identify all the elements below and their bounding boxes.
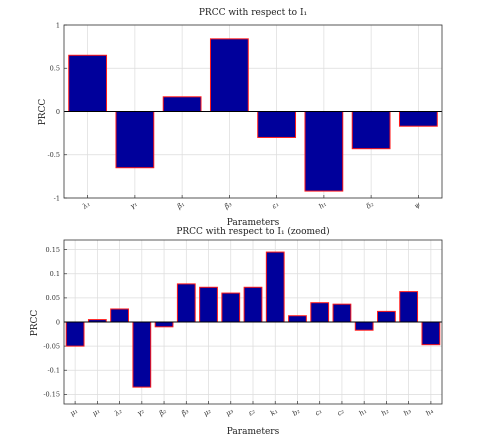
bar <box>310 302 330 323</box>
bar <box>221 292 241 323</box>
bar <box>351 111 391 150</box>
bar <box>68 54 108 112</box>
chart-title: PRCC with respect to I₁ (zoomed) <box>176 226 329 237</box>
y-tick-label: -1 <box>54 194 60 202</box>
x-tick-label: h₁ <box>317 200 328 211</box>
y-tick-label: 0.5 <box>50 65 60 73</box>
bar <box>257 111 297 138</box>
bar <box>199 286 218 323</box>
y-tick-label: 0 <box>56 318 60 326</box>
x-tick-label: μ₃ <box>224 407 235 418</box>
x-tick-label: ε₂ <box>247 407 257 417</box>
x-tick-label: β₃ <box>179 407 190 418</box>
x-tick-label: λ₁ <box>80 200 91 211</box>
bar <box>288 315 307 323</box>
x-tick-label: β₁ <box>175 200 186 211</box>
x-tick-label: c₁ <box>314 407 324 418</box>
y-tick-label: -0.15 <box>43 391 60 399</box>
x-tick-label: ψ <box>413 200 423 210</box>
bar <box>65 321 85 347</box>
bar <box>421 321 441 346</box>
y-tick-label: 0.1 <box>50 270 60 278</box>
x-axis-label: Parameters <box>227 427 280 437</box>
y-tick-label: -0.5 <box>47 151 60 159</box>
bar <box>115 111 155 169</box>
x-tick-label: k₁ <box>269 407 280 418</box>
x-tick-label: ε₁ <box>270 200 280 210</box>
x-tick-label: λ₂ <box>112 407 123 418</box>
bar <box>243 286 263 323</box>
x-tick-label: μ₂ <box>202 407 213 418</box>
x-tick-label: γ₁ <box>129 200 139 211</box>
bar <box>398 111 438 127</box>
x-tick-label: h₄ <box>424 407 435 418</box>
bar <box>132 321 152 388</box>
x-tick-label: h₂ <box>380 407 391 418</box>
y-tick-label: 0.15 <box>46 246 60 254</box>
bar <box>265 251 285 323</box>
bar <box>162 96 202 112</box>
y-axis-label: PRCC <box>30 310 40 337</box>
chart-prcc-i1-zoomed: -0.15 -0.1 -0.05 0 0.05 0.1 0.15 μ₁ μ₁ λ₂ γ₂ β₂ β₃ μ₂… <box>30 226 443 437</box>
bar <box>176 283 196 323</box>
x-tick-label: h₃ <box>402 407 413 418</box>
x-tick-label: μ₁ <box>69 407 80 418</box>
x-tick-label: γ₂ <box>136 407 146 418</box>
bar <box>399 291 419 323</box>
bar <box>377 310 396 323</box>
y-tick-label: 0.05 <box>46 294 60 302</box>
x-tick-label: h₁ <box>358 407 369 418</box>
x-tick-label: c₂ <box>336 407 346 418</box>
bar <box>332 303 352 323</box>
y-tick-label: 0 <box>56 108 60 116</box>
bar <box>304 111 344 192</box>
chart-prcc-i1: -1 -0.5 0 0.5 1 λ₁ γ₁ β₁ β₃ ε₁ h₁ δ₂ ψ PRCC with resp… <box>38 8 443 228</box>
x-tick-label: β₂ <box>157 407 168 418</box>
x-tick-label: μ₁ <box>91 407 102 418</box>
chart-title: PRCC with respect to I₁ <box>199 8 307 18</box>
y-tick-label: -0.05 <box>43 342 60 350</box>
bar <box>154 321 174 328</box>
axes-frame <box>63 24 443 199</box>
bar <box>354 321 374 331</box>
x-axis-label: Parameters <box>227 218 280 228</box>
y-tick-label: -0.1 <box>47 367 60 375</box>
x-tick-label: b₂ <box>291 407 302 418</box>
y-axis-label: PRCC <box>38 99 48 126</box>
x-tick-label: δ₂ <box>365 200 375 211</box>
bar <box>110 308 129 323</box>
y-tick-label: 1 <box>56 21 60 29</box>
bar <box>209 38 249 113</box>
x-tick-label: β₃ <box>222 200 233 211</box>
